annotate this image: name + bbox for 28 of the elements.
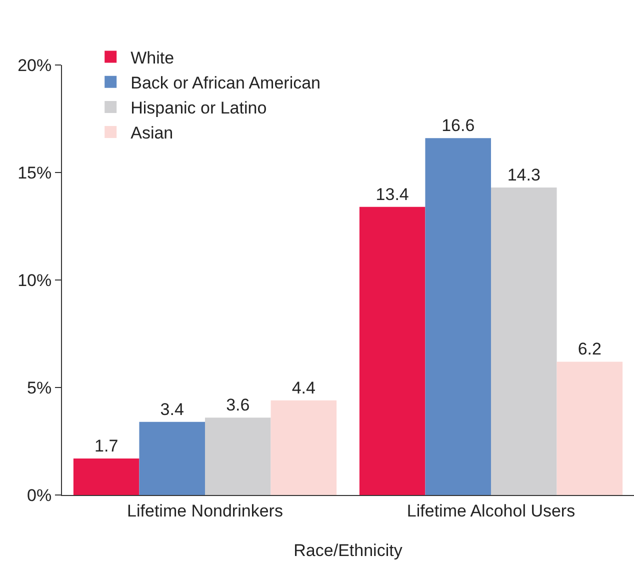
x-axis-title: Race/Ethnicity	[294, 541, 403, 560]
bar	[139, 422, 205, 495]
x-tick-label: Lifetime Nondrinkers	[127, 501, 283, 520]
legend-label: Back or African American	[130, 73, 321, 92]
data-label: 6.2	[578, 340, 602, 359]
bar	[270, 400, 337, 495]
legend-label: White	[130, 48, 174, 68]
y-tick-label: 0%	[27, 486, 52, 505]
y-tick-label: 15%	[18, 163, 52, 182]
data-label: 4.4	[292, 378, 316, 398]
bar	[556, 362, 623, 495]
bar	[205, 418, 271, 495]
data-label: 14.3	[507, 166, 540, 185]
bar	[73, 458, 140, 495]
y-tick-label: 10%	[18, 270, 52, 290]
data-label: 16.6	[442, 116, 475, 136]
x-tick-label: Lifetime Alcohol Users	[406, 501, 576, 520]
legend-label: Asian	[130, 124, 174, 143]
data-label: 13.4	[376, 184, 409, 204]
data-label: 3.4	[160, 400, 184, 419]
data-label: 1.7	[94, 436, 118, 456]
y-tick-label: 5%	[27, 378, 52, 398]
bar	[359, 206, 426, 495]
bar	[425, 138, 491, 495]
y-tick-label: 20%	[18, 56, 52, 75]
legend-label: Hispanic or Latino	[130, 98, 267, 118]
data-label: 3.6	[226, 396, 250, 415]
bar	[491, 188, 557, 495]
